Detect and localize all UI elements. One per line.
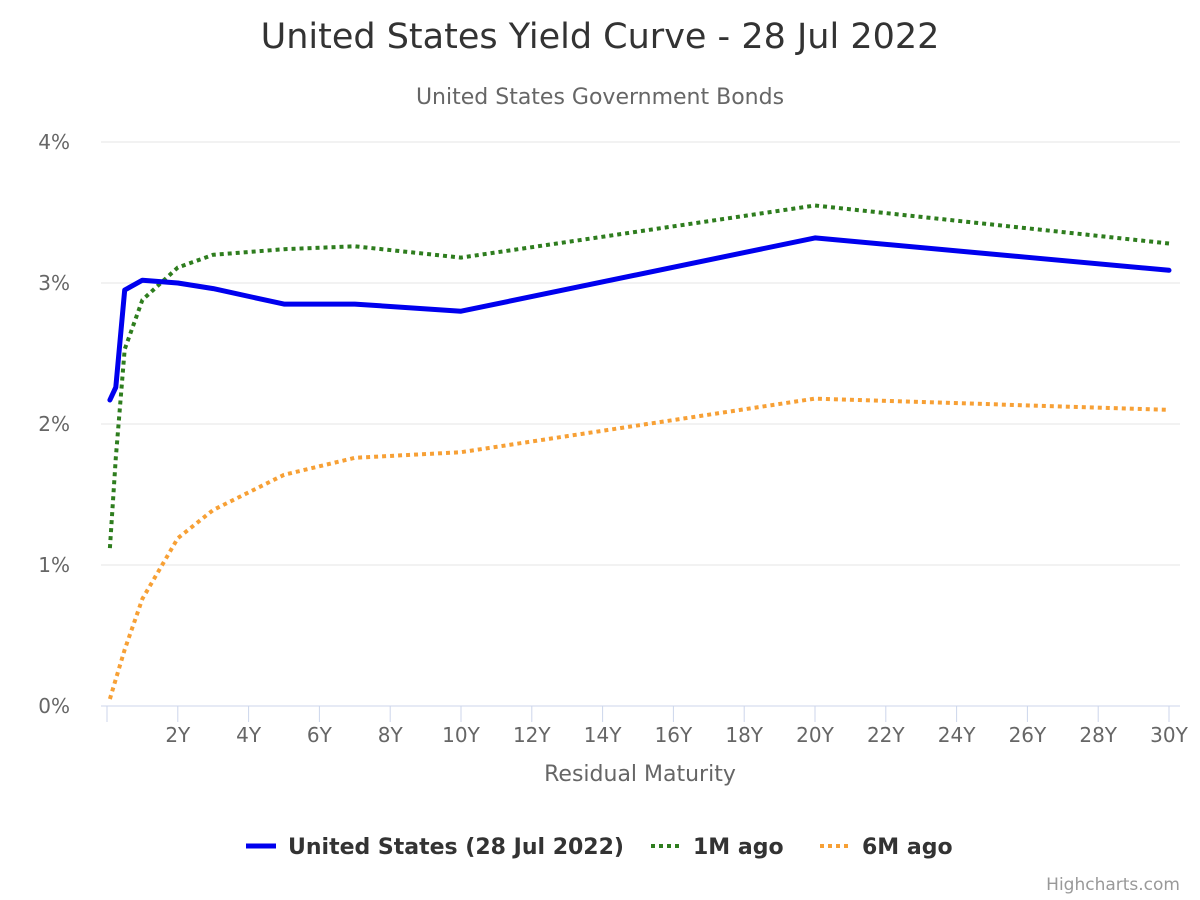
y-tick-label: 2% [38,412,70,436]
x-tick-label: 6Y [307,723,333,747]
y-tick-label: 1% [38,553,70,577]
legend-item-2[interactable]: 6M ago [820,835,953,860]
grid-lines [101,141,1180,566]
x-tick-label: 24Y [938,723,976,747]
x-tick-label: 28Y [1079,723,1117,747]
x-tick-label: 12Y [513,723,551,747]
legend-label: 6M ago [862,835,953,860]
x-axis: 2Y 4Y 6Y 8Y 10Y 12Y 14Y 16Y 18Y 20Y 22Y 24Y 26Y 28Y 30… [101,705,1189,747]
x-tick-label: 10Y [442,723,480,747]
y-tick-label: 0% [38,694,70,718]
x-tick-label: 26Y [1009,723,1047,747]
legend-label: United States (28 Jul 2022) [288,835,624,860]
x-axis-title: Residual Maturity [544,762,736,787]
legend[interactable]: United States (28 Jul 2022) 1M ago 6M ago [246,835,953,860]
series-line-2[interactable] [107,396,1170,700]
x-tick-label: 2Y [165,723,191,747]
x-tick-label: 8Y [378,723,404,747]
legend-label: 1M ago [693,835,784,860]
series-line-1[interactable] [107,203,1170,549]
x-tick-label: 30Y [1150,723,1188,747]
x-tick-label: 22Y [867,723,905,747]
series-line-0[interactable] [107,235,1172,403]
y-tick-label: 4% [38,130,70,154]
x-tick-label: 18Y [725,723,763,747]
x-tick-label: 14Y [584,723,622,747]
y-tick-label: 3% [38,271,70,295]
legend-item-0[interactable]: United States (28 Jul 2022) [246,835,624,860]
series-group [107,203,1172,700]
legend-item-1[interactable]: 1M ago [651,835,784,860]
chart-title: United States Yield Curve - 28 Jul 2022 [261,17,940,57]
x-tick-label: 20Y [796,723,834,747]
chart-subtitle: United States Government Bonds [416,85,784,110]
y-axis: 0% 1% 2% 3% 4% [38,130,70,718]
x-tick-label: 16Y [655,723,693,747]
credits-link[interactable]: Highcharts.com [1046,875,1180,895]
x-tick-label: 4Y [236,723,262,747]
